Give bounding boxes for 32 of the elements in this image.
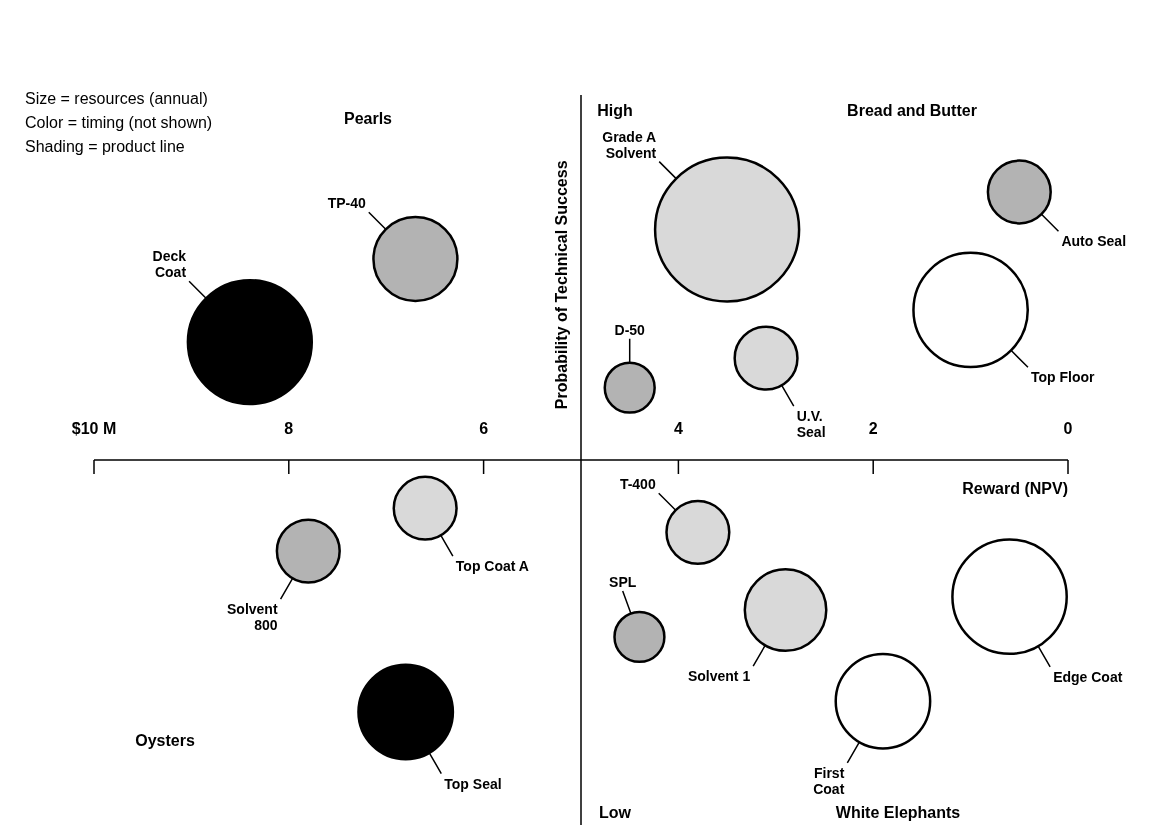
x-axis-title: Reward (NPV) [962, 480, 1068, 497]
annotation: Grade A Solvent [602, 128, 657, 161]
annotation: SPL [609, 573, 637, 590]
annotation: Deck Coat [152, 248, 187, 281]
x-tick-label: $10 M [71, 420, 117, 437]
x-tick-label: 4 [673, 420, 683, 437]
x-tick-label: 6 [479, 420, 489, 437]
annotation: T-400 [619, 476, 656, 493]
annotation: Auto Seal [1061, 233, 1127, 250]
annotation: D-50 [614, 321, 646, 338]
x-tick-label: 0 [1063, 420, 1073, 437]
annotation: Solvent 1 [687, 668, 751, 685]
annotation: Solvent 800 [227, 601, 278, 634]
text: Oysters [135, 732, 195, 750]
text: Low [599, 804, 631, 822]
text: Shading = product line [25, 138, 185, 156]
text: Pearls [343, 110, 393, 128]
text: High [597, 102, 633, 120]
annotation: U.V. Seal [796, 408, 826, 441]
x-tick-label: 8 [284, 420, 294, 437]
annotation: Top Seal [444, 775, 502, 792]
x-tick-label: 2 [868, 420, 878, 437]
annotation: Top Floor [1030, 369, 1096, 386]
y-axis-title: Probability of Technical Success [553, 160, 570, 410]
text: Color = timing (not shown) [25, 114, 213, 132]
text: Bread and Butter [847, 102, 977, 120]
text: White Elephants [835, 804, 961, 822]
annotation: First Coat [813, 764, 845, 797]
text: Size = resources (annual) [25, 90, 208, 108]
annotation: TP-40 [327, 195, 366, 212]
annotation: Top Coat A [455, 558, 529, 575]
annotation: Edge Coat [1053, 668, 1123, 685]
